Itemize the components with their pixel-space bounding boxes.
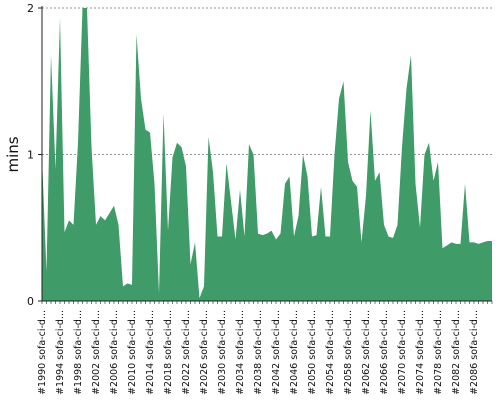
x-tick-label: #2086 sofa-ci-d...	[469, 310, 480, 395]
x-tick-label: #1994 sofa-ci-d...	[55, 310, 66, 395]
x-tick-label: #2050 sofa-ci-d...	[307, 310, 318, 395]
y-axis-label: mins	[4, 136, 22, 172]
x-tick-label: #2082 sofa-ci-d...	[451, 310, 462, 395]
x-tick-label: #2078 sofa-ci-d...	[433, 310, 444, 395]
x-tick-label: #2070 sofa-ci-d...	[397, 310, 408, 395]
x-tick-label: #2038 sofa-ci-d...	[253, 310, 264, 395]
y-tick-layer: 0 1 2	[27, 2, 42, 308]
x-tick-label: #2014 sofa-ci-d...	[145, 310, 156, 395]
y-tick-label: 0	[27, 295, 34, 308]
x-tick-label: #2042 sofa-ci-d...	[271, 310, 282, 395]
x-tick-label: #2030 sofa-ci-d...	[217, 310, 228, 395]
series-area	[42, 8, 492, 301]
x-tick-label: #1990 sofa-ci-d...	[37, 310, 48, 395]
x-tick-label: #2058 sofa-ci-d...	[343, 310, 354, 395]
x-tick-label: #2074 sofa-ci-d...	[415, 310, 426, 395]
x-tick-label: #2022 sofa-ci-d...	[181, 310, 192, 395]
x-tick-label: #2062 sofa-ci-d...	[361, 310, 372, 395]
x-tick-label: #2002 sofa-ci-d...	[91, 310, 102, 395]
x-tick-label: #2026 sofa-ci-d...	[199, 310, 210, 395]
x-tick-label: #2054 sofa-ci-d...	[325, 310, 336, 395]
x-tick-label: #2010 sofa-ci-d...	[127, 310, 138, 395]
x-tick-label: #1998 sofa-ci-d...	[73, 310, 84, 395]
x-tick-label: #2018 sofa-ci-d...	[163, 310, 174, 395]
x-tick-label: #2006 sofa-ci-d...	[109, 310, 120, 395]
x-tick-label: #2034 sofa-ci-d...	[235, 310, 246, 395]
x-tick-layer: #1990 sofa-ci-d... #1994 sofa-ci-d... #199…	[37, 301, 493, 395]
grid-layer	[42, 7, 492, 155]
x-tick-label: #2066 sofa-ci-d...	[379, 310, 390, 395]
y-tick-label: 1	[27, 149, 34, 162]
x-tick-label: #2046 sofa-ci-d...	[289, 310, 300, 395]
y-tick-label: 2	[27, 2, 34, 15]
